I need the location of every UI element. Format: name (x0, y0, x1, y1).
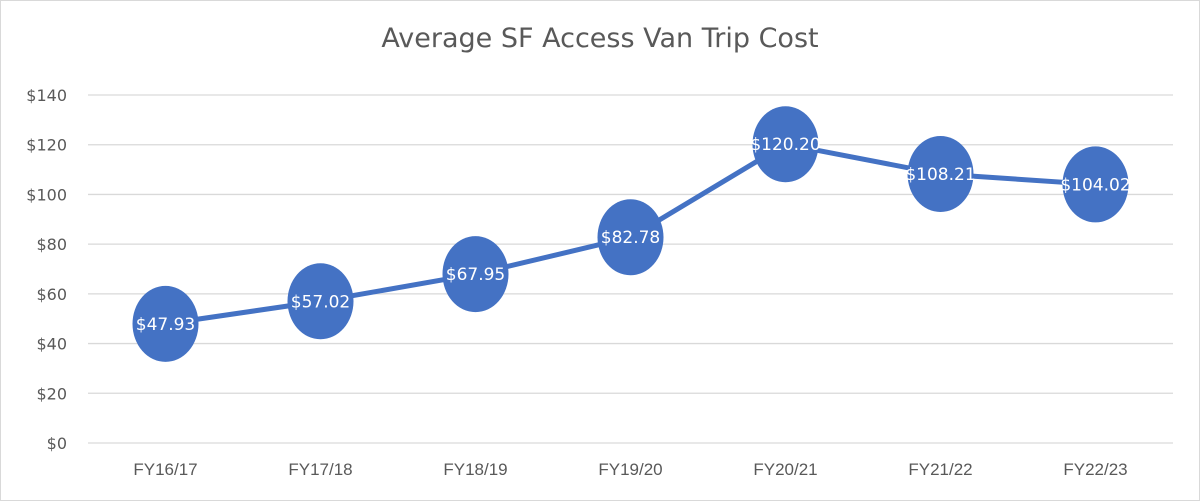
x-tick-label: FY17/18 (288, 460, 352, 479)
chart-title: Average SF Access Van Trip Cost (381, 23, 819, 54)
x-tick-label: FY22/23 (1063, 460, 1127, 479)
x-tick-label: FY21/22 (908, 460, 972, 479)
y-tick-label: $60 (36, 285, 67, 304)
x-tick-label: FY16/17 (133, 460, 197, 479)
data-point-marker (132, 285, 199, 362)
data-label: $82.78 (601, 228, 660, 248)
y-tick-label: $100 (26, 185, 67, 204)
data-label: $104.02 (1060, 175, 1130, 195)
y-tick-label: $20 (36, 384, 67, 403)
x-axis-labels: FY16/17 FY17/18 FY18/19 FY19/20 FY20/21 FY21/… (133, 460, 1127, 479)
y-tick-label: $120 (26, 136, 67, 155)
data-label: $108.21 (905, 165, 975, 185)
data-point-marker (907, 136, 974, 213)
data-label: $67.95 (446, 265, 505, 285)
y-tick-label: $140 (26, 86, 67, 105)
y-axis-labels: $0 $20 $40 $60 $80 $100 $120 $140 (26, 86, 67, 453)
data-label: $47.93 (136, 315, 195, 335)
data-label: $120.20 (750, 135, 820, 155)
data-point-marker (752, 106, 819, 183)
data-point-marker (597, 199, 664, 276)
y-tick-label: $0 (47, 434, 67, 453)
x-tick-label: FY18/19 (443, 460, 507, 479)
gridlines (88, 94, 1173, 444)
data-point-marker (1062, 146, 1129, 223)
data-point-marker (442, 236, 509, 313)
x-tick-label: FY19/20 (598, 460, 662, 479)
y-tick-label: $40 (36, 335, 67, 354)
x-tick-label: FY20/21 (753, 460, 817, 479)
y-tick-label: $80 (36, 235, 67, 254)
data-series: $47.93 $57.02 $67.95 $82.78 $120.20 $108.21 $1… (132, 106, 1131, 362)
data-point-marker (287, 263, 354, 340)
data-label: $57.02 (291, 292, 350, 312)
